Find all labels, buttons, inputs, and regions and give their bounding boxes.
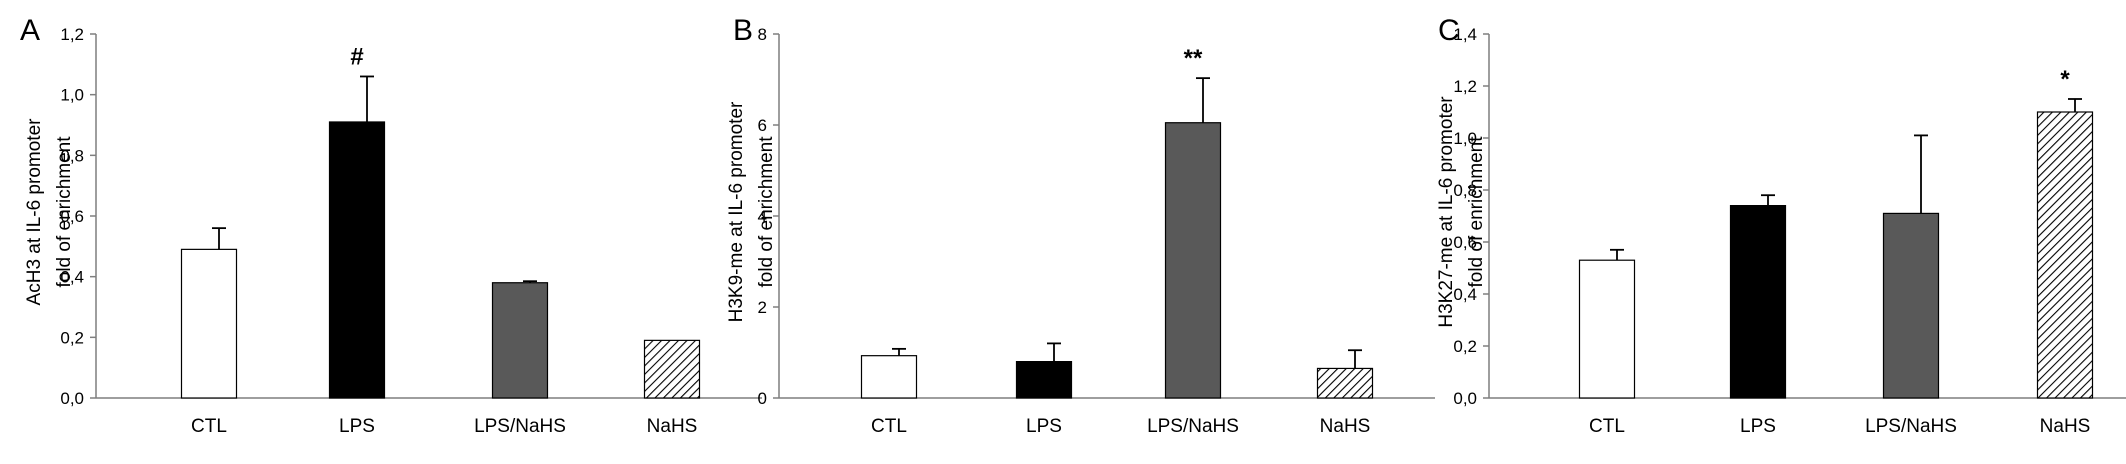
y-tick-label: 0,6	[60, 207, 84, 226]
y-tick-label: 1,2	[1453, 77, 1477, 96]
bar-lps	[1015, 361, 1073, 399]
bar-lps	[1729, 205, 1787, 399]
y-tick-label: 0	[758, 389, 767, 408]
y-axis-label: fold of enrichment	[1466, 136, 1487, 288]
panel-label: A	[20, 14, 40, 47]
y-tick-label: 1,0	[60, 86, 84, 105]
y-axis-label: AcH3 at IL-6 promoter	[24, 118, 45, 306]
x-tick-label: NaHS	[1320, 416, 1371, 437]
significance-mark: *	[2060, 66, 2070, 93]
y-tick-label: 1,4	[1453, 25, 1477, 44]
significance-mark: #	[350, 43, 363, 70]
bar-ctl	[1578, 259, 1636, 399]
y-tick-label: 0,8	[1453, 181, 1477, 200]
y-tick-label: 0,2	[1453, 337, 1477, 356]
x-tick-label: CTL	[871, 416, 907, 437]
y-axis-label: H3K27-me at IL-6 promoter	[1436, 96, 1457, 328]
y-tick-label: 4	[758, 207, 767, 226]
bar-lps-nahs	[1882, 212, 1940, 399]
bar-nahs	[643, 339, 701, 399]
panel-label: C	[1438, 14, 1460, 47]
y-tick-label: 1,0	[1453, 129, 1477, 148]
bar-lps-nahs	[1164, 122, 1222, 399]
y-tick-label: 6	[758, 116, 767, 135]
y-tick-label: 0,6	[1453, 233, 1477, 252]
panel-label: B	[733, 14, 753, 47]
x-tick-label: NaHS	[647, 416, 698, 437]
x-tick-label: LPS/NaHS	[1865, 416, 1957, 437]
bar-nahs	[2036, 111, 2094, 399]
x-tick-label: NaHS	[2040, 416, 2091, 437]
x-tick-label: CTL	[191, 416, 227, 437]
significance-mark: **	[1184, 45, 1203, 72]
y-tick-label: 0,4	[60, 268, 84, 287]
panel-c: C H3K27-me at IL-6 promoter fold of enrich…	[1436, 14, 2126, 437]
bar-lps-nahs	[491, 282, 549, 399]
y-axis-label: fold of enrichment	[756, 136, 777, 288]
y-axis-label: H3K9-me at IL-6 promoter	[726, 101, 747, 322]
panel-b: B H3K9-me at IL-6 promoter fold of enrichm…	[726, 14, 1435, 437]
bar-ctl	[860, 355, 918, 399]
y-tick-label: 0,2	[60, 328, 84, 347]
y-tick-label: 8	[758, 25, 767, 44]
panel-a: A AcH3 at IL-6 promoter fold of enrichment…	[20, 14, 762, 437]
x-tick-label: LPS/NaHS	[474, 416, 566, 437]
bar-nahs	[1316, 367, 1374, 399]
x-tick-label: CTL	[1589, 416, 1625, 437]
y-tick-label: 1,2	[60, 25, 84, 44]
y-tick-label: 0,0	[60, 389, 84, 408]
x-tick-label: LPS	[339, 416, 375, 437]
y-tick-label: 0,4	[1453, 285, 1477, 304]
y-axis-label: fold of enrichment	[54, 136, 75, 288]
y-tick-label: 0,8	[60, 146, 84, 165]
x-tick-label: LPS	[1740, 416, 1776, 437]
y-tick-label: 2	[758, 298, 767, 317]
bar-ctl	[180, 248, 238, 399]
x-tick-label: LPS	[1026, 416, 1062, 437]
y-tick-label: 0,0	[1453, 389, 1477, 408]
x-tick-label: LPS/NaHS	[1147, 416, 1239, 437]
bar-lps	[328, 121, 386, 399]
